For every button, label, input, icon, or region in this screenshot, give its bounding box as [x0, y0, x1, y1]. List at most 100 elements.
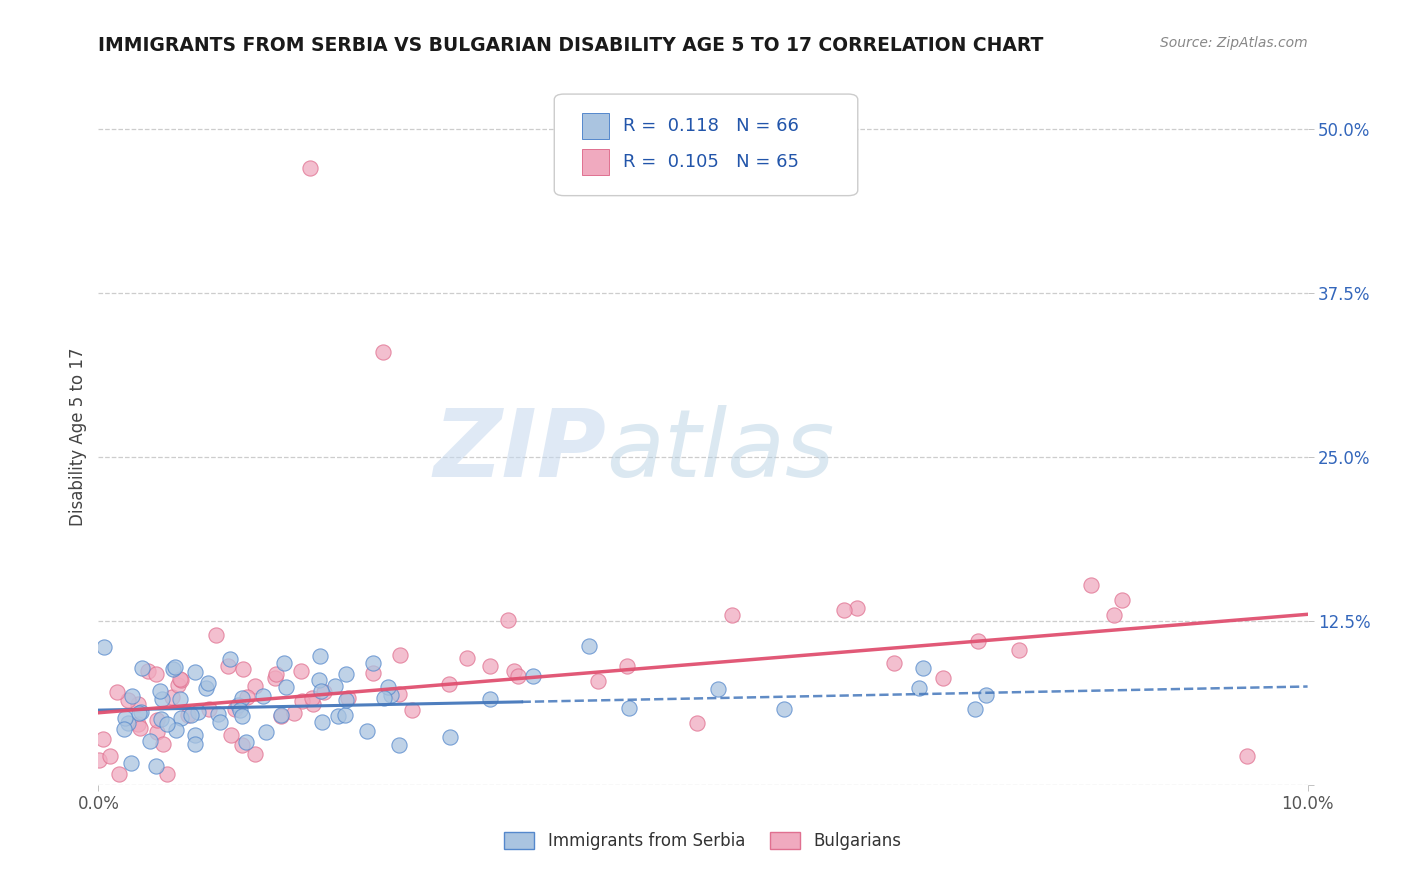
- Point: [121, 689, 143, 703]
- Point: [165, 723, 187, 737]
- FancyBboxPatch shape: [554, 94, 858, 195]
- Point: [169, 692, 191, 706]
- Point: [169, 672, 191, 686]
- Point: [204, 628, 226, 642]
- Point: [197, 676, 219, 690]
- Point: [146, 713, 169, 727]
- Point: [232, 662, 254, 676]
- Text: Source: ZipAtlas.com: Source: ZipAtlas.com: [1160, 36, 1308, 50]
- Point: [231, 691, 253, 706]
- Point: [235, 735, 257, 749]
- Point: [308, 648, 330, 663]
- Point: [270, 709, 292, 723]
- Text: IMMIGRANTS FROM SERBIA VS BULGARIAN DISABILITY AGE 5 TO 17 CORRELATION CHART: IMMIGRANTS FROM SERBIA VS BULGARIAN DISA…: [98, 36, 1043, 54]
- Point: [965, 701, 987, 715]
- Point: [578, 640, 600, 654]
- Point: [221, 728, 243, 742]
- Point: [131, 705, 153, 719]
- Point: [167, 678, 190, 692]
- Point: [145, 759, 167, 773]
- Point: [91, 731, 114, 746]
- Point: [207, 707, 229, 722]
- Point: [336, 691, 359, 706]
- Point: [184, 665, 207, 680]
- Point: [170, 673, 193, 687]
- Point: [371, 344, 394, 359]
- Point: [834, 603, 856, 617]
- Point: [361, 656, 384, 670]
- Point: [772, 702, 794, 716]
- Point: [273, 656, 295, 670]
- Point: [974, 688, 997, 702]
- Point: [301, 691, 323, 706]
- FancyBboxPatch shape: [582, 113, 609, 139]
- Point: [335, 667, 357, 681]
- Point: [1236, 749, 1258, 764]
- Point: [243, 679, 266, 693]
- Point: [236, 690, 259, 704]
- Point: [686, 716, 709, 731]
- Point: [180, 708, 202, 723]
- Point: [177, 708, 200, 723]
- Point: [932, 671, 955, 685]
- Point: [129, 721, 152, 735]
- Point: [291, 694, 314, 708]
- Point: [720, 608, 742, 623]
- Point: [335, 693, 357, 707]
- Point: [290, 664, 312, 678]
- Point: [496, 613, 519, 627]
- Point: [270, 708, 292, 723]
- Point: [208, 714, 231, 729]
- Point: [127, 717, 149, 731]
- Point: [263, 671, 285, 685]
- Point: [479, 658, 502, 673]
- Point: [911, 660, 934, 674]
- Point: [117, 715, 139, 730]
- Point: [586, 673, 609, 688]
- Point: [252, 689, 274, 703]
- Point: [136, 664, 159, 678]
- Point: [283, 706, 305, 720]
- Point: [311, 684, 333, 698]
- Point: [1111, 592, 1133, 607]
- FancyBboxPatch shape: [582, 149, 609, 176]
- Point: [1080, 577, 1102, 591]
- Point: [323, 679, 346, 693]
- Y-axis label: Disability Age 5 to 17: Disability Age 5 to 17: [69, 348, 87, 526]
- Point: [108, 766, 131, 780]
- Point: [114, 722, 136, 736]
- Point: [254, 725, 277, 739]
- Point: [160, 690, 183, 705]
- Point: [333, 707, 356, 722]
- Point: [522, 669, 544, 683]
- Point: [619, 701, 641, 715]
- Point: [883, 656, 905, 670]
- Point: [967, 633, 990, 648]
- Point: [127, 698, 149, 712]
- Point: [361, 666, 384, 681]
- Point: [197, 702, 219, 716]
- Point: [184, 737, 207, 751]
- Point: [302, 697, 325, 711]
- Point: [87, 753, 110, 767]
- Point: [456, 651, 478, 665]
- Point: [1007, 643, 1029, 657]
- Point: [401, 703, 423, 717]
- Point: [311, 714, 333, 729]
- Point: [231, 738, 253, 752]
- Point: [479, 692, 502, 706]
- Point: [152, 738, 174, 752]
- Point: [508, 668, 530, 682]
- Point: [98, 748, 121, 763]
- Point: [105, 684, 128, 698]
- Point: [145, 667, 167, 681]
- Point: [231, 709, 253, 723]
- Point: [187, 706, 209, 720]
- Point: [299, 161, 322, 175]
- Text: ZIP: ZIP: [433, 405, 606, 497]
- Point: [377, 680, 399, 694]
- Point: [218, 652, 240, 666]
- Point: [439, 730, 461, 744]
- Point: [707, 681, 730, 696]
- Point: [156, 717, 179, 731]
